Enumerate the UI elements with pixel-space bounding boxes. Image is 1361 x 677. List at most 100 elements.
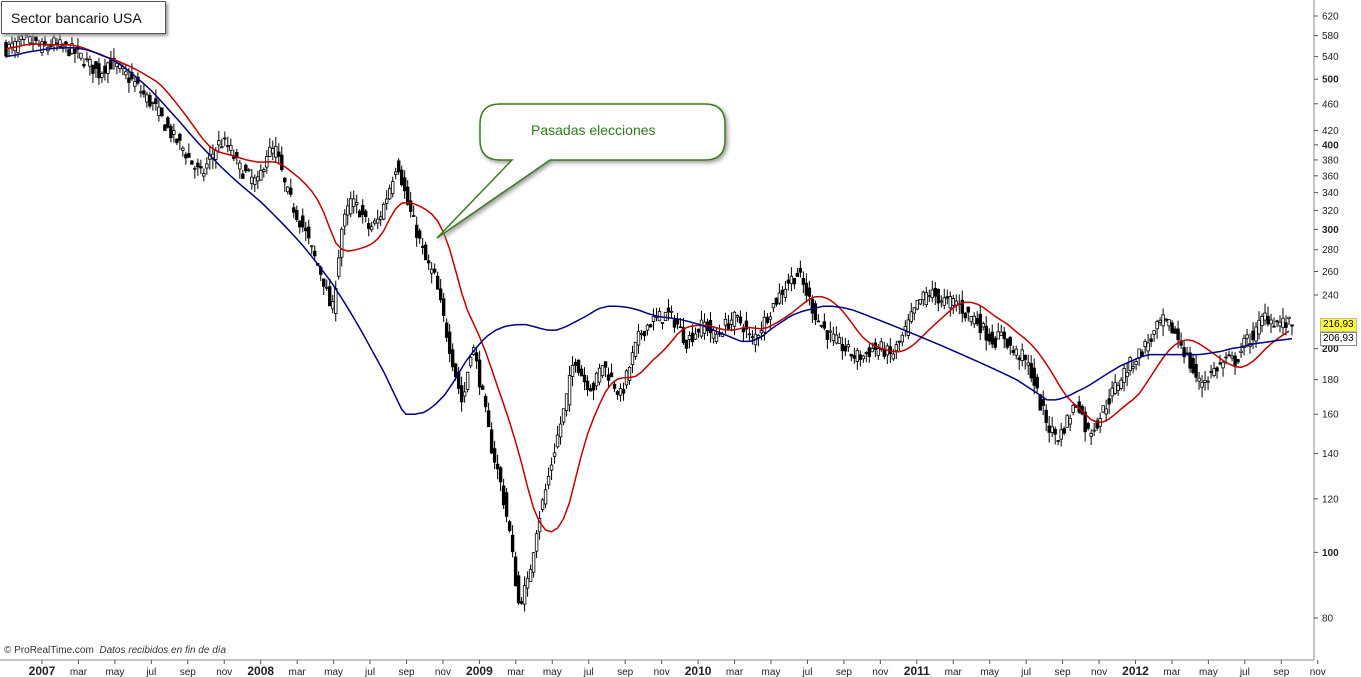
candle-body — [480, 385, 485, 390]
candle-body — [651, 316, 656, 322]
candle-body — [735, 315, 740, 318]
candle-body — [40, 41, 44, 53]
candle-body — [771, 303, 776, 309]
candle-body — [127, 77, 131, 83]
candle-body — [882, 349, 887, 357]
candle-body — [154, 98, 158, 105]
candle-body — [166, 117, 170, 128]
candle-body — [298, 220, 302, 228]
candle-body — [1143, 340, 1147, 348]
candle-body — [313, 250, 317, 257]
candle-body — [1269, 319, 1273, 325]
x-tick-label: may — [324, 667, 343, 677]
candle-body — [927, 295, 931, 298]
candle-body — [1290, 324, 1294, 327]
y-tick-label: 400 — [1322, 140, 1339, 151]
candle-body — [933, 287, 937, 297]
candle-body — [681, 327, 686, 344]
y-tick-label: 300 — [1322, 225, 1339, 236]
candle-body — [438, 288, 443, 301]
y-tick-label: 140 — [1322, 449, 1339, 460]
candle-body — [858, 354, 863, 360]
candle-body — [801, 278, 806, 285]
candle-body — [292, 207, 296, 213]
x-tick-label: 2011 — [904, 664, 930, 677]
candle-body — [355, 202, 359, 206]
candle-body — [352, 198, 356, 207]
candle-body — [537, 518, 542, 533]
candle-body — [402, 177, 407, 192]
candle-body — [193, 167, 197, 170]
candle-body — [741, 327, 746, 333]
candle-body — [28, 36, 32, 44]
candle-body — [1239, 350, 1243, 354]
y-tick-label: 260 — [1322, 267, 1339, 278]
candle-body — [1128, 357, 1132, 372]
candle-body — [420, 245, 425, 248]
x-tick-label: nov — [1310, 667, 1326, 677]
candle-body — [975, 317, 979, 325]
candle-body — [954, 300, 958, 306]
candle-body — [331, 301, 335, 310]
candle-body — [582, 374, 587, 383]
candle-body — [58, 39, 62, 47]
candle-body — [951, 298, 955, 306]
candle-body — [25, 33, 29, 36]
candle-body — [969, 315, 973, 323]
candle-body — [477, 359, 482, 388]
candle-body — [837, 337, 842, 344]
candle-body — [447, 331, 452, 354]
callout-text: Pasadas elecciones — [531, 122, 656, 138]
candle-body — [1125, 371, 1129, 378]
candle-body — [816, 320, 821, 323]
candle-body — [367, 223, 371, 229]
candle-body — [543, 489, 548, 505]
candle-body — [891, 353, 896, 360]
candle-body — [1203, 379, 1207, 383]
candle-body — [906, 319, 910, 336]
candle-body — [786, 279, 791, 284]
x-tick-label: sep — [1055, 667, 1072, 677]
candle-body — [1224, 356, 1228, 359]
candle-body — [1281, 317, 1285, 329]
candle-body — [444, 322, 449, 338]
candle-body — [621, 388, 626, 394]
candle-body — [822, 321, 827, 329]
candle-body — [1254, 326, 1258, 342]
y-tick-label: 500 — [1322, 75, 1339, 86]
candle-body — [1197, 377, 1201, 382]
candle-body — [1272, 325, 1276, 328]
candle-body — [855, 350, 860, 362]
x-tick-label: mar — [507, 667, 525, 677]
candle-body — [747, 333, 752, 336]
candle-body — [843, 345, 848, 352]
candle-body — [519, 601, 524, 604]
y-tick-label: 580 — [1322, 31, 1339, 42]
candle-body — [1053, 428, 1057, 435]
candle-body — [828, 330, 833, 333]
candle-body — [172, 130, 176, 135]
candle-body — [55, 42, 59, 45]
candle-body — [361, 205, 365, 216]
candle-body — [963, 312, 967, 319]
x-tick-label: may — [762, 667, 781, 677]
candle-body — [1233, 355, 1237, 367]
candle-body — [417, 230, 422, 239]
candle-body — [783, 288, 788, 298]
candle-body — [1227, 354, 1231, 357]
candle-body — [711, 330, 716, 339]
candle-body — [678, 326, 683, 329]
candle-body — [672, 319, 677, 328]
candle-body — [202, 173, 206, 177]
candle-body — [100, 73, 104, 78]
candle-body — [1002, 331, 1006, 340]
x-tick-label: mar — [70, 667, 88, 677]
candle-body — [636, 330, 641, 346]
x-tick-label: may — [543, 667, 562, 677]
candle-body — [732, 311, 737, 327]
candle-body — [450, 349, 455, 368]
candle-body — [328, 286, 332, 307]
candle-body — [795, 272, 800, 277]
candle-body — [1035, 376, 1039, 389]
candle-body — [268, 146, 272, 157]
